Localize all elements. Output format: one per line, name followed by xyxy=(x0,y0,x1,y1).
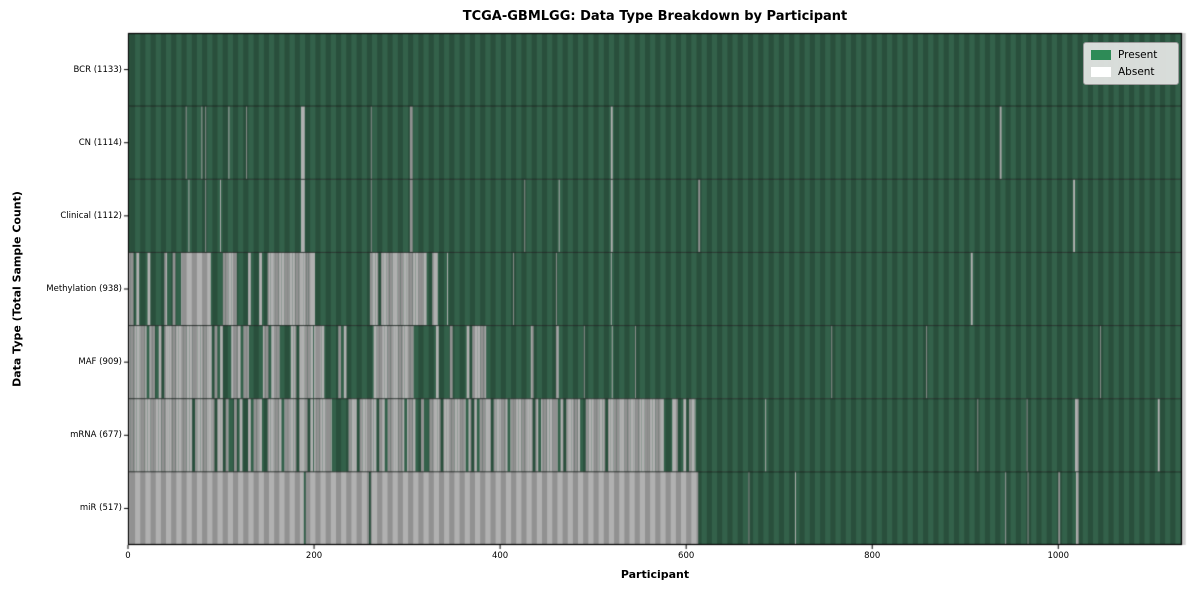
x-tick-label-200: 200 xyxy=(305,551,323,561)
y-tick-label-bcr: BCR (1133) xyxy=(73,64,123,75)
legend-item-absent: Absent xyxy=(1091,66,1170,78)
legend-label-absent: Absent xyxy=(1118,66,1155,78)
x-tick-label-600: 600 xyxy=(678,551,695,561)
y-tick-labels: BCR (1133) CN (1114) Clinical (1112) Methyl… xyxy=(0,0,122,600)
x-tick-label-1000: 1000 xyxy=(1047,551,1070,561)
legend: Present Absent xyxy=(1083,42,1179,85)
chart-title: TCGA-GBMLGG: Data Type Breakdown by Part… xyxy=(462,9,848,24)
x-axis-label: Participant xyxy=(620,568,690,581)
y-tick-label-mrna: mRNA (677) xyxy=(70,430,122,441)
x-tick-label-800: 800 xyxy=(864,551,881,561)
y-tick-label-mir: miR (517) xyxy=(79,503,122,514)
legend-swatch-absent-icon xyxy=(1091,67,1111,77)
x-tick-label-400: 400 xyxy=(491,551,509,561)
legend-label-present: Present xyxy=(1118,49,1158,61)
y-tick-label-maf: MAF (909) xyxy=(78,357,122,368)
x-tick-labels: 0 200 400 600 800 1000 xyxy=(0,551,1200,565)
y-tick-label-cn: CN (1114) xyxy=(78,137,122,148)
x-tick-label-0: 0 xyxy=(125,551,131,561)
y-tick-label-clinical: Clinical (1112) xyxy=(60,210,122,221)
legend-item-present: Present xyxy=(1091,49,1170,61)
legend-swatch-present-icon xyxy=(1091,50,1111,60)
y-tick-label-methylation: Methylation (938) xyxy=(46,284,122,294)
